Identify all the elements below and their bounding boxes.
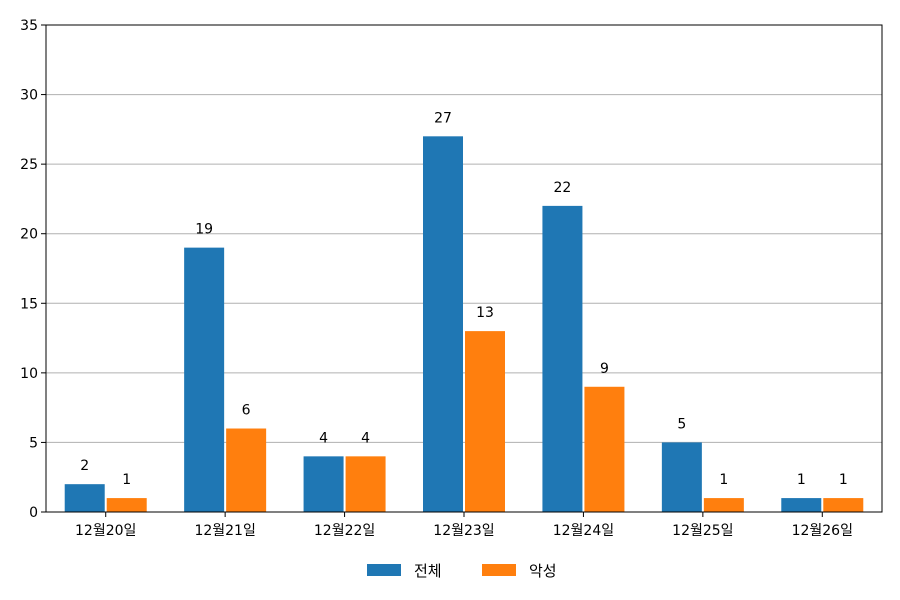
bar: [106, 498, 147, 512]
bar: [781, 498, 822, 512]
x-tick-label: 12월22일: [314, 523, 375, 539]
data-label: 5: [677, 416, 686, 432]
y-tick-label: 10: [20, 366, 38, 382]
legend-label: 전체: [414, 562, 442, 580]
x-tick-label: 12월23일: [433, 523, 494, 539]
x-tick-label: 12월21일: [194, 523, 255, 539]
bar: [823, 498, 864, 512]
bar: [423, 136, 463, 513]
data-label: 2: [80, 458, 89, 474]
data-label: 9: [600, 361, 609, 377]
data-label: 1: [122, 472, 131, 488]
y-tick-label: 20: [20, 227, 38, 243]
y-tick-label: 0: [29, 505, 38, 521]
x-tick-label: 12월25일: [672, 523, 733, 539]
data-label: 22: [554, 180, 572, 196]
legend: 전체 악성: [367, 562, 557, 580]
y-tick-label: 30: [20, 88, 38, 104]
y-tick-label: 25: [20, 157, 38, 173]
legend-swatch: [482, 564, 516, 576]
y-tick-label: 15: [20, 296, 38, 312]
bar: [64, 484, 105, 512]
x-tick-label: 12월26일: [792, 523, 853, 539]
grid-lines: [46, 94, 882, 443]
bar: [303, 456, 344, 512]
bar: [703, 498, 744, 512]
bar: [465, 331, 505, 512]
data-label: 4: [319, 430, 328, 446]
bar: [661, 442, 702, 512]
bar: [184, 247, 225, 512]
x-axis: 12월20일 12월21일 12월22일 12월23일 12월24일 12월25일 12월2…: [75, 512, 853, 539]
bar: [542, 205, 583, 512]
plot-frame: [45, 24, 883, 513]
y-tick-label: 5: [29, 435, 38, 451]
data-label: 1: [719, 472, 728, 488]
bar: [345, 456, 386, 512]
data-label: 19: [195, 222, 213, 238]
data-label: 1: [839, 472, 848, 488]
data-label: 27: [434, 110, 452, 126]
y-tick-label: 35: [20, 18, 38, 34]
data-label: 1: [797, 472, 806, 488]
y-axis: 0 5 10 15 20 25 30 35: [20, 18, 46, 521]
data-labels: 2 1 19 6 4 4 27 13 22 9 5 1 1 1: [80, 110, 847, 488]
legend-swatch: [367, 564, 401, 576]
bar: [584, 386, 625, 512]
data-label: 4: [361, 430, 370, 446]
x-tick-label: 12월24일: [553, 523, 614, 539]
x-tick-label: 12월20일: [75, 523, 136, 539]
data-label: 6: [242, 403, 251, 419]
legend-label: 악성: [529, 562, 557, 580]
bar: [226, 428, 267, 512]
data-label: 13: [476, 305, 494, 321]
bars: [64, 136, 864, 513]
